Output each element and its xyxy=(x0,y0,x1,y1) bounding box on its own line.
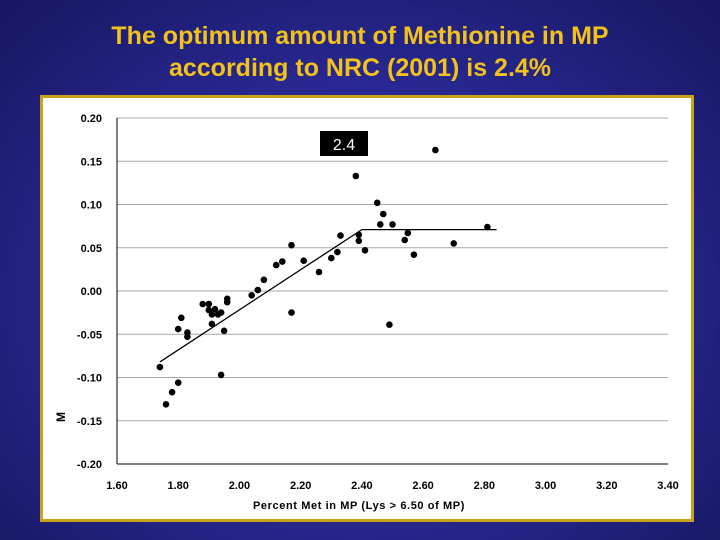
data-point xyxy=(174,325,182,333)
y-axis-label: M xyxy=(54,412,68,422)
y-tick-label: -0.15 xyxy=(77,416,102,428)
axis-layer xyxy=(116,118,668,465)
y-tick-label: 0.00 xyxy=(81,286,102,298)
data-point xyxy=(450,240,458,247)
chart-frame xyxy=(40,95,694,522)
data-point xyxy=(315,268,323,276)
data-point xyxy=(260,276,268,284)
x-tick-label: 2.60 xyxy=(412,480,433,492)
data-point xyxy=(389,221,396,228)
y-tick-label: -0.05 xyxy=(77,329,102,341)
data-point xyxy=(184,333,191,341)
data-point xyxy=(220,327,228,335)
y-tick-label: 0.10 xyxy=(81,200,102,212)
data-point xyxy=(404,229,412,237)
x-tick-label: 2.80 xyxy=(474,480,495,492)
x-tick-label: 2.40 xyxy=(351,480,372,492)
data-point xyxy=(352,172,360,180)
data-point xyxy=(178,314,185,322)
x-tick-label: 3.00 xyxy=(535,480,556,492)
data-point xyxy=(162,401,170,408)
data-point xyxy=(401,236,409,244)
slide-title: The optimum amount of Methionine in MP a… xyxy=(0,20,720,84)
y-tick-label: -0.20 xyxy=(77,459,102,471)
data-point xyxy=(272,261,280,269)
data-point xyxy=(208,311,216,318)
data-point xyxy=(205,300,213,308)
y-tick-label: 0.20 xyxy=(81,113,102,125)
data-point xyxy=(484,223,491,231)
x-tick-label: 2.00 xyxy=(229,480,250,492)
slide-title-line-1: The optimum amount of Methionine in MP xyxy=(111,22,609,50)
data-point xyxy=(288,309,295,316)
chart-annotation: 2.4 xyxy=(320,131,368,156)
y-tick-label: -0.10 xyxy=(77,373,102,385)
data-point xyxy=(355,237,363,245)
x-tick-label: 1.60 xyxy=(106,480,127,492)
data-point xyxy=(174,379,182,387)
annotation-label: 2.4 xyxy=(333,137,355,154)
data-point xyxy=(248,292,255,299)
y-tick-label: 0.15 xyxy=(81,156,102,168)
data-point xyxy=(223,298,231,306)
data-point xyxy=(156,363,164,371)
data-point xyxy=(217,371,225,379)
slide-title-line-2: according to NRC (2001) is 2.4% xyxy=(168,54,552,82)
data-point xyxy=(208,320,216,328)
x-tick-label: 1.80 xyxy=(168,480,189,492)
data-point xyxy=(279,258,286,265)
point-layer xyxy=(156,146,491,408)
data-point xyxy=(254,286,262,294)
data-point xyxy=(380,210,387,218)
y-tick-label: 0.05 xyxy=(81,243,102,255)
data-point xyxy=(300,257,308,265)
x-tick-label: 3.20 xyxy=(596,480,617,492)
data-point xyxy=(386,321,393,329)
data-point xyxy=(288,241,295,249)
data-point xyxy=(410,251,418,258)
data-point xyxy=(361,247,369,254)
x-tick-label: 2.20 xyxy=(290,480,311,492)
data-point xyxy=(337,232,344,239)
x-axis-label: Percent Met in MP (Lys > 6.50 of MP) xyxy=(253,500,465,512)
data-point xyxy=(217,309,225,316)
breakpoint-line xyxy=(159,228,497,363)
data-point xyxy=(355,231,363,239)
data-point xyxy=(168,388,176,396)
line-layer xyxy=(159,228,497,363)
data-point xyxy=(377,221,384,228)
data-point xyxy=(334,248,341,256)
data-point xyxy=(432,146,439,154)
data-point xyxy=(211,305,219,313)
grid-layer xyxy=(117,117,668,465)
x-tick-label: 3.40 xyxy=(657,480,678,492)
data-point xyxy=(199,300,206,308)
data-point xyxy=(373,199,381,207)
label-layer: 0.20 0.15 0.10 0.05 0.00 -0.05 -0.10 -0.15 -0.20… xyxy=(77,113,679,492)
data-point xyxy=(328,254,335,262)
